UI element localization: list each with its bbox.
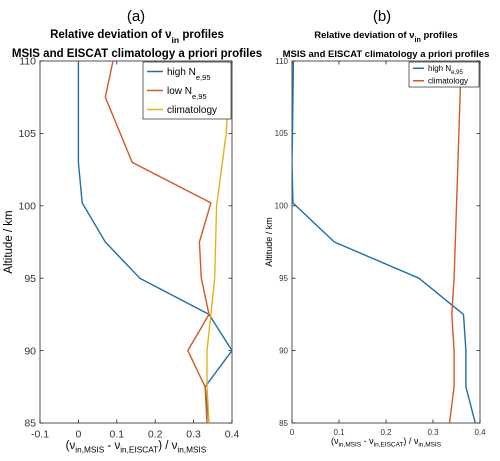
x-axis-label-subscript: in,MSIS: [177, 445, 206, 454]
series-line-2: [448, 61, 462, 423]
x-tick-label: 0.2: [380, 428, 392, 437]
x-axis-label-text: - ν: [104, 440, 120, 452]
x-axis-label-subscript: in,EISCAT: [120, 445, 158, 454]
x-axis-label-subscript: in,EISCAT: [374, 442, 404, 449]
legend-entry: high Ne,95: [167, 67, 211, 82]
title-text: Relative deviation of ν: [314, 30, 414, 41]
y-tick-label: 105: [275, 129, 289, 138]
x-tick-label: 0.4: [474, 428, 486, 437]
y-tick-label: 90: [24, 345, 36, 357]
y-tick-label: 110: [275, 57, 288, 66]
x-tick-label: 0.3: [427, 428, 439, 437]
series-line-1: [77, 61, 232, 423]
title-subscript: in: [415, 36, 421, 44]
title-suffix: profiles: [179, 29, 224, 41]
x-tick-label: 0.4: [225, 429, 240, 441]
y-axis-label: Altitude / km: [264, 217, 274, 267]
legend-entry-text: high N: [428, 64, 451, 73]
chart-title-line2: MSIS and EISCAT climatology a priori pro…: [12, 48, 262, 60]
title-text: Relative deviation of ν: [50, 29, 171, 41]
plot-area: [291, 60, 481, 424]
chart-title-line2: MSIS and EISCAT climatology a priori pro…: [283, 49, 490, 60]
x-tick-label: 0.1: [109, 429, 124, 441]
y-tick-label: 95: [24, 273, 36, 285]
y-tick-label: 110: [19, 56, 36, 68]
legend-entry: climatology: [428, 77, 468, 86]
x-axis-label-text: - ν: [361, 436, 374, 446]
x-tick-label: 0: [290, 428, 295, 437]
x-axis-label-subscript: in,MSIS: [418, 442, 441, 449]
legend-entry: high Ne,95: [428, 64, 463, 76]
legend-entry-subscript: e,95: [451, 70, 463, 76]
y-tick-label: 85: [24, 418, 36, 430]
y-tick-label: 95: [279, 274, 288, 283]
title-subscript: in: [172, 35, 180, 45]
x-axis-label-text: ) / ν: [403, 436, 418, 446]
x-axis-label-subscript: in,MSIS: [75, 445, 104, 454]
series-line-2: [104, 61, 212, 423]
y-tick-label: 105: [18, 128, 36, 140]
panel-label: (a): [127, 8, 145, 25]
legend-entry: climatology: [167, 105, 217, 116]
legend-entry-subscript: e,95: [196, 73, 211, 82]
x-axis-label-subscript: in,MSIS: [338, 442, 361, 449]
chart-title-line1: Relative deviation of νin profiles: [314, 30, 458, 44]
chart-panel-2: (b) Relative deviation of νin profiles MSI…: [264, 8, 489, 449]
x-tick-label: 0: [75, 429, 81, 441]
x-tick-label: 0.2: [148, 429, 163, 441]
chart-panel-1: (a) Relative deviation of νin profiles MSI…: [3, 8, 262, 454]
legend-entry-subscript: e,95: [192, 92, 207, 101]
series-line-1: [292, 61, 476, 423]
legend-box: [408, 61, 480, 88]
title-suffix: profiles: [421, 30, 458, 41]
y-tick-label: 90: [279, 346, 288, 355]
legend-entry-text: climatology: [167, 105, 217, 116]
x-axis-label-text: (ν: [331, 436, 339, 446]
legend-entry-text: climatology: [428, 77, 468, 86]
series-line-3: [206, 61, 231, 423]
x-tick-label: 0.1: [333, 428, 345, 437]
chart-title-line1: Relative deviation of νin profiles: [50, 29, 224, 45]
y-tick-label: 100: [18, 200, 36, 212]
x-axis-label-text: (ν: [66, 440, 76, 452]
y-tick-label: 100: [275, 202, 289, 211]
x-axis-label: (νin,MSIS - νin,EISCAT) / νin,MSIS: [331, 436, 442, 449]
panel-label: (b): [373, 8, 391, 25]
x-axis-label: (νin,MSIS - νin,EISCAT) / νin,MSIS: [66, 440, 207, 454]
y-axis-label: Altitude / km: [3, 210, 15, 273]
x-axis-label-text: ) / ν: [158, 440, 177, 452]
legend-entry-text: high N: [167, 67, 196, 78]
x-tick-label: 0.3: [186, 429, 201, 441]
legend-entry: low Ne,95: [167, 86, 207, 101]
y-tick-label: 85: [279, 419, 288, 428]
legend-entry-text: low N: [167, 86, 192, 97]
x-tick-label: -0.1: [31, 429, 49, 441]
